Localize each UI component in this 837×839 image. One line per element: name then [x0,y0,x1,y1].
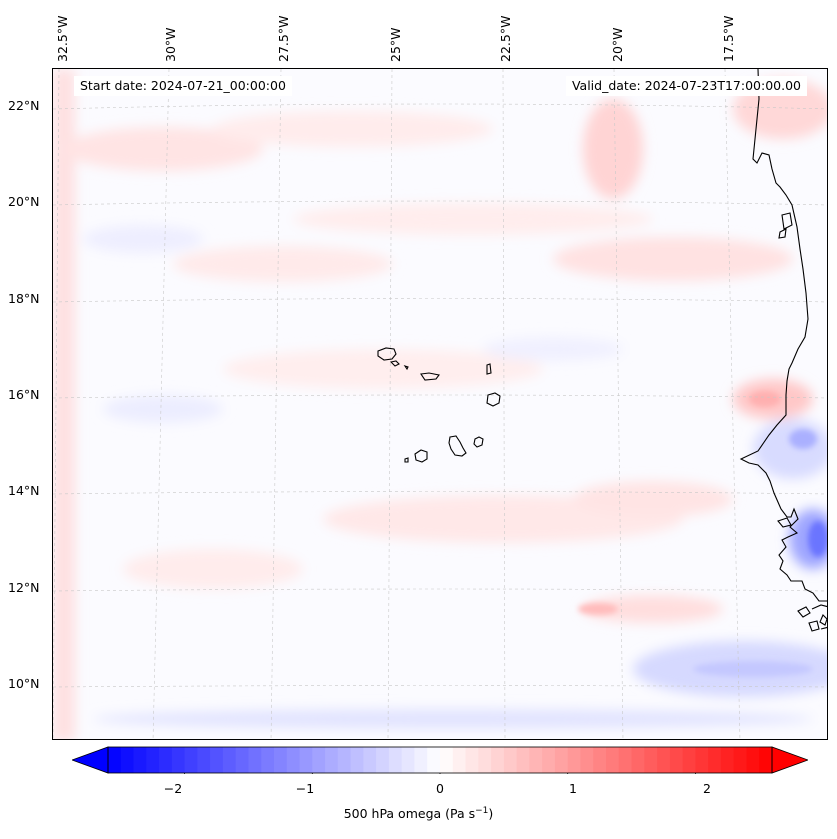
colorbar-segment [197,747,211,773]
colorbar-segment [363,747,377,773]
colorbar-segment [325,747,339,773]
colorbar-segment [235,747,249,773]
colorbar-segment [337,747,352,773]
lat-label-22n: 22°N [8,98,40,113]
colorbar-segment [657,747,671,773]
omega-cores [578,391,827,677]
colorbar-segment [120,747,135,773]
colorbar-segment [746,747,760,773]
colorbar-segment [427,747,441,773]
lon-label-17-5w: 17.5°W [721,15,736,62]
colorbar-segment [222,747,237,773]
colorbar-segment [580,747,594,773]
omega-field-map [53,69,827,739]
colorbar-segment [567,747,581,773]
colorbar-segment [465,747,479,773]
colorbar-label: 500 hPa omega (Pa s−1) [343,806,494,822]
graticule [53,69,827,739]
colorbar-segment [299,747,313,773]
colorbar-segment [312,747,326,773]
colorbar-tick-label: 0 [436,781,444,796]
colorbar-segment [708,747,722,773]
colorbar-segment [388,747,403,773]
colorbar-tick-label: −1 [295,781,315,796]
colorbar-segment [759,747,773,773]
map-panel[interactable] [52,68,828,740]
lat-label-10n: 10°N [8,676,40,691]
colorbar-segment [350,747,364,773]
colorbar-min-extend [72,746,109,774]
colorbar-segment [376,747,390,773]
colorbar-segment [108,747,122,773]
colorbar-segment [516,747,530,773]
colorbar-segment [286,747,301,773]
lon-label-22-5w: 22.5°W [498,15,513,62]
colorbar-segment [452,747,467,773]
lat-label-18n: 18°N [8,291,40,306]
colorbar-segment [554,747,569,773]
lon-label-27-5w: 27.5°W [276,15,291,62]
colorbar-segment [491,747,505,773]
colorbar-segment [274,747,288,773]
colorbar-segment [606,747,620,773]
colorbar-segment [414,747,428,773]
lat-label-20n: 20°N [8,194,40,209]
lat-label-14n: 14°N [8,483,40,498]
lon-label-32-5w: 32.5°W [55,15,70,62]
omega-shading [53,69,827,739]
colorbar-segment [261,747,275,773]
colorbar-tick-label: −2 [163,781,183,796]
colorbar-segment [542,747,556,773]
colorbar-segment [618,747,633,773]
colorbar-segment [440,747,454,773]
colorbar-segment [248,747,262,773]
colorbar-segment [210,747,224,773]
colorbar-segment [682,747,696,773]
lon-label-30w: 30°W [163,27,178,62]
valid-date-label: Valid_date: 2024-07-23T17:00:00.00 [565,76,807,96]
colorbar-segment [503,747,518,773]
colorbar-segment [695,747,709,773]
colorbar-segment [720,747,735,773]
colorbar-segment [159,747,173,773]
colorbar-segment [133,747,147,773]
lat-label-16n: 16°N [8,387,40,402]
colorbar-segment [669,747,684,773]
colorbar-max-extend [771,746,808,774]
colorbar [72,746,808,774]
colorbar-segment [171,747,186,773]
colorbar-segment [644,747,658,773]
colorbar-tick-label: 2 [703,781,711,796]
colorbar-segment [401,747,415,773]
colorbar-segment [733,747,747,773]
lon-label-25w: 25°W [388,27,403,62]
start-date-label: Start date: 2024-07-21_00:00:00 [74,76,292,96]
west-africa-coastline [739,69,827,632]
colorbar-segment [529,747,543,773]
cape-verde-islands [377,347,501,463]
colorbar-segment [478,747,492,773]
colorbar-segment [631,747,645,773]
colorbar-tick-label: 1 [569,781,577,796]
colorbar-segment [146,747,160,773]
colorbar-segment [593,747,607,773]
colorbar-segments [108,747,773,773]
lat-label-12n: 12°N [8,580,40,595]
lon-label-20w: 20°W [610,27,625,62]
colorbar-ticks [184,773,696,774]
colorbar-segment [184,747,198,773]
